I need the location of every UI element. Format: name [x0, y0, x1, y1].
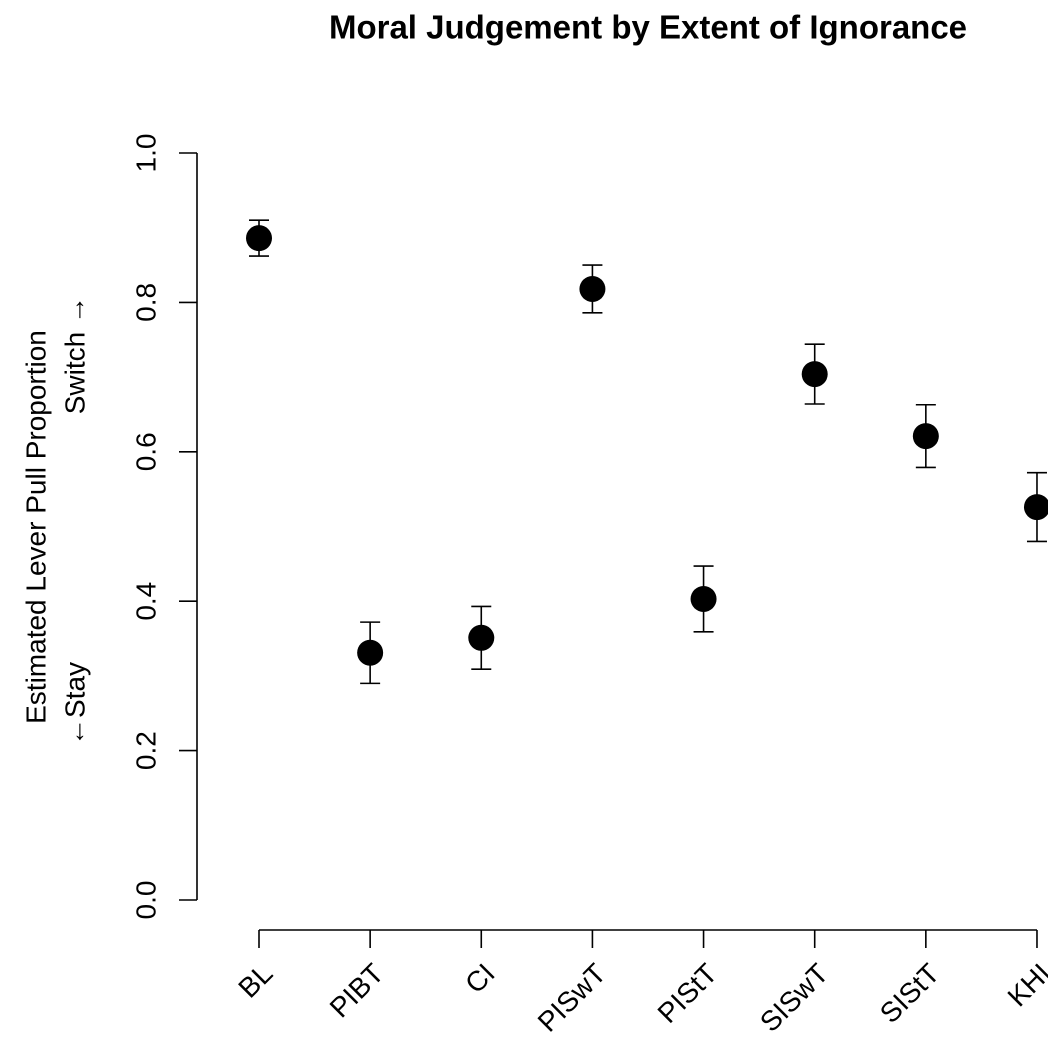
y-annotation: Switch → [59, 296, 90, 414]
point [468, 624, 495, 651]
y-axis-label: Estimated Lever Pull Proportion [20, 330, 51, 724]
x-tick-label: PIBT [324, 958, 390, 1024]
x-tick-label: KHI [1002, 958, 1048, 1013]
y-tick-label: 0.4 [130, 582, 161, 621]
x-tick-label: BL [232, 958, 278, 1004]
point [801, 361, 828, 388]
chart-title: Moral Judgement by Extent of Ignorance [329, 9, 967, 46]
point [357, 639, 384, 666]
x-tick-label: SISwT [754, 958, 834, 1038]
x-tick-label: SIStT [874, 958, 945, 1029]
x-tick-label: PIStT [652, 958, 723, 1029]
point [690, 585, 717, 612]
point [1023, 494, 1048, 521]
point [912, 423, 939, 450]
y-tick-label: 0.0 [130, 881, 161, 920]
y-annotation: ←Stay [59, 662, 90, 746]
y-tick-label: 0.6 [130, 432, 161, 471]
y-tick-label: 0.2 [130, 731, 161, 770]
y-tick-label: 0.8 [130, 283, 161, 322]
y-tick-label: 1.0 [130, 134, 161, 173]
x-tick-label: CI [459, 958, 501, 1000]
point [579, 275, 606, 302]
point [246, 225, 272, 252]
x-tick-label: PISwT [532, 958, 612, 1038]
